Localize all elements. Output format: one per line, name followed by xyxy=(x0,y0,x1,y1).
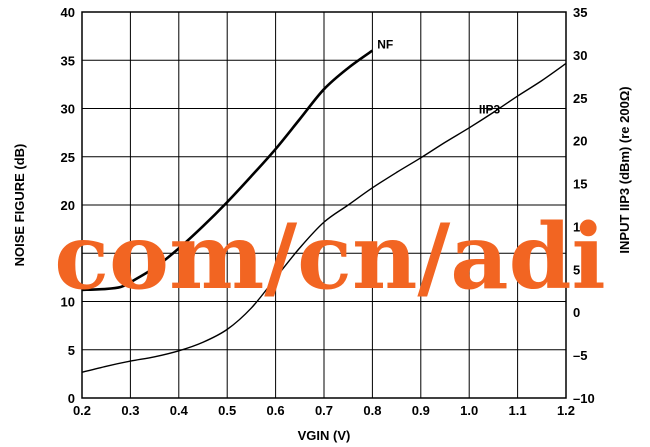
y-right-axis-title: INPUT IIP3 (dBm) (re 200Ω) xyxy=(617,86,632,253)
x-tick-label: 1.1 xyxy=(509,403,527,418)
y-left-tick-label: 5 xyxy=(68,343,75,358)
series-label-nf: NF xyxy=(377,38,393,52)
x-tick-label: 0.3 xyxy=(121,403,139,418)
y-left-tick-label: 20 xyxy=(61,198,75,213)
x-tick-label: 1.0 xyxy=(460,403,478,418)
x-tick-label: 0.9 xyxy=(412,403,430,418)
x-tick-label: 0.8 xyxy=(363,403,381,418)
y-left-tick-label: 30 xyxy=(61,102,75,117)
y-right-tick-label: 25 xyxy=(573,91,587,106)
y-left-tick-label: 25 xyxy=(61,150,75,165)
watermark-text: com/cn/adi xyxy=(54,204,605,310)
x-tick-label: 0.5 xyxy=(218,403,236,418)
y-left-tick-label: 0 xyxy=(68,391,75,406)
y-right-tick-label: 0 xyxy=(573,305,580,320)
y-left-tick-label: 10 xyxy=(61,295,75,310)
series-line-iip3 xyxy=(81,62,567,373)
x-tick-label: 0.6 xyxy=(267,403,285,418)
y-right-tick-label: 15 xyxy=(573,177,587,192)
x-tick-label: 0.2 xyxy=(73,403,91,418)
y-right-tick-label: 20 xyxy=(573,134,587,149)
x-tick-label: 1.2 xyxy=(557,403,575,418)
x-tick-label: 0.4 xyxy=(170,403,189,418)
y-right-tick-label: 10 xyxy=(573,219,587,234)
y-left-tick-label: 15 xyxy=(61,246,75,261)
series-label-iip3: IIP3 xyxy=(479,102,501,116)
x-axis-title: VGIN (V) xyxy=(298,428,351,443)
x-tick-label: 0.7 xyxy=(315,403,333,418)
y-right-tick-label: –10 xyxy=(573,391,595,406)
x-tick-labels: 0.2 0.3 0.4 0.5 0.6 0.7 0.8 0.9 1.0 1.1 1.2 xyxy=(73,403,575,418)
y-left-tick-label: 35 xyxy=(61,53,75,68)
y-left-axis-title: NOISE FIGURE (dB) xyxy=(12,144,27,267)
y-right-tick-label: 30 xyxy=(573,48,587,63)
y-left-tick-labels: 0 5 10 15 20 25 30 35 40 xyxy=(61,5,75,406)
y-right-tick-label: 5 xyxy=(573,262,580,277)
y-right-tick-label: –5 xyxy=(573,348,587,363)
y-right-tick-label: 35 xyxy=(573,5,587,20)
y-left-tick-label: 40 xyxy=(61,5,75,20)
series-labels: NF IIP3 xyxy=(377,38,500,117)
series-group xyxy=(81,49,567,373)
y-right-tick-labels: –10 –5 0 5 10 15 20 25 30 35 xyxy=(573,5,595,406)
plot-frame xyxy=(81,11,567,399)
series-line-nf xyxy=(81,49,374,292)
